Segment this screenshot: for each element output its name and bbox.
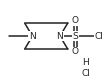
Text: O: O [72, 47, 79, 56]
Text: Cl: Cl [81, 69, 90, 78]
Text: O: O [72, 16, 79, 25]
Text: H: H [82, 58, 89, 67]
Text: N: N [57, 32, 63, 41]
Text: Cl: Cl [95, 32, 104, 41]
Text: N: N [29, 32, 36, 41]
Text: S: S [72, 32, 78, 41]
